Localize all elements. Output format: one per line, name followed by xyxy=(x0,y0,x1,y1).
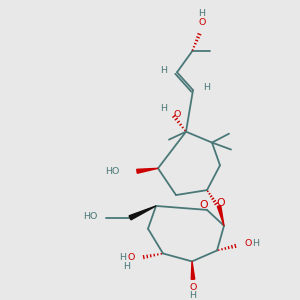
Text: H: H xyxy=(190,291,196,300)
Text: O: O xyxy=(217,198,225,208)
Text: H: H xyxy=(160,104,167,113)
Polygon shape xyxy=(217,206,224,226)
Text: HO: HO xyxy=(106,167,120,176)
Text: H: H xyxy=(199,9,206,18)
Text: O: O xyxy=(173,110,180,119)
Text: O: O xyxy=(127,253,135,262)
Text: HO: HO xyxy=(84,212,98,221)
Text: H: H xyxy=(124,262,130,271)
Text: O: O xyxy=(200,200,208,210)
Text: H: H xyxy=(160,66,167,75)
Text: O: O xyxy=(244,239,252,248)
Text: O: O xyxy=(189,283,197,292)
Text: H: H xyxy=(253,239,260,248)
Polygon shape xyxy=(191,261,195,279)
Text: O: O xyxy=(198,18,206,27)
Text: H: H xyxy=(203,82,211,91)
Text: H: H xyxy=(119,253,127,262)
Polygon shape xyxy=(129,206,156,220)
Polygon shape xyxy=(137,168,158,173)
